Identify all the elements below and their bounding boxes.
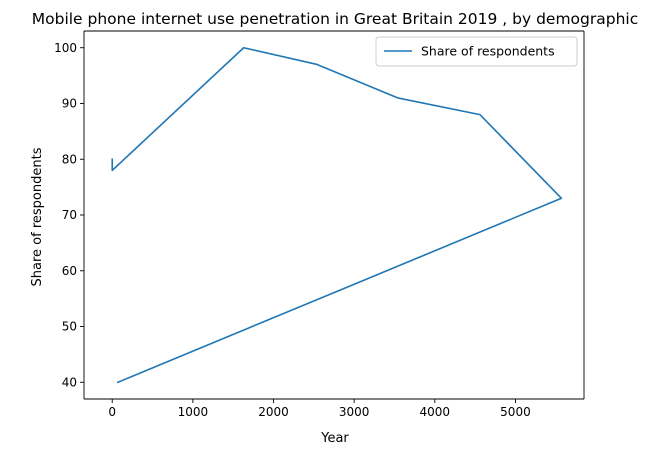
series-line-0 bbox=[111, 46, 563, 384]
x-tick-label-1000: 1000 bbox=[178, 405, 209, 419]
x-tick-label-0: 0 bbox=[108, 405, 116, 419]
y-tick-label-90: 90 bbox=[62, 97, 77, 111]
x-tick-label-4000: 4000 bbox=[420, 405, 451, 419]
y-tick-label-80: 80 bbox=[62, 152, 77, 166]
y-tick-label-40: 40 bbox=[62, 375, 77, 389]
y-tick-label-70: 70 bbox=[62, 208, 77, 222]
y-axis-label: Share of respondents bbox=[30, 147, 45, 286]
chart-title: Mobile phone internet use penetration in… bbox=[32, 10, 638, 28]
y-tick-label-100: 100 bbox=[54, 41, 77, 55]
x-tick-label-2000: 2000 bbox=[258, 405, 289, 419]
x-tick-label-5000: 5000 bbox=[500, 405, 531, 419]
legend: Share of respondents bbox=[375, 36, 578, 67]
legend-box bbox=[375, 36, 578, 67]
x-tick-label-3000: 3000 bbox=[339, 405, 370, 419]
y-tick-label-60: 60 bbox=[62, 264, 77, 278]
y-tick-label-50: 50 bbox=[62, 320, 77, 334]
plot-area: 0 1000 2000 3000 4000 5000 40 50 60 70 80 90 100 bbox=[54, 30, 585, 419]
x-axis-label: Year bbox=[320, 431, 349, 446]
legend-entry-label: Share of respondents bbox=[421, 44, 555, 59]
